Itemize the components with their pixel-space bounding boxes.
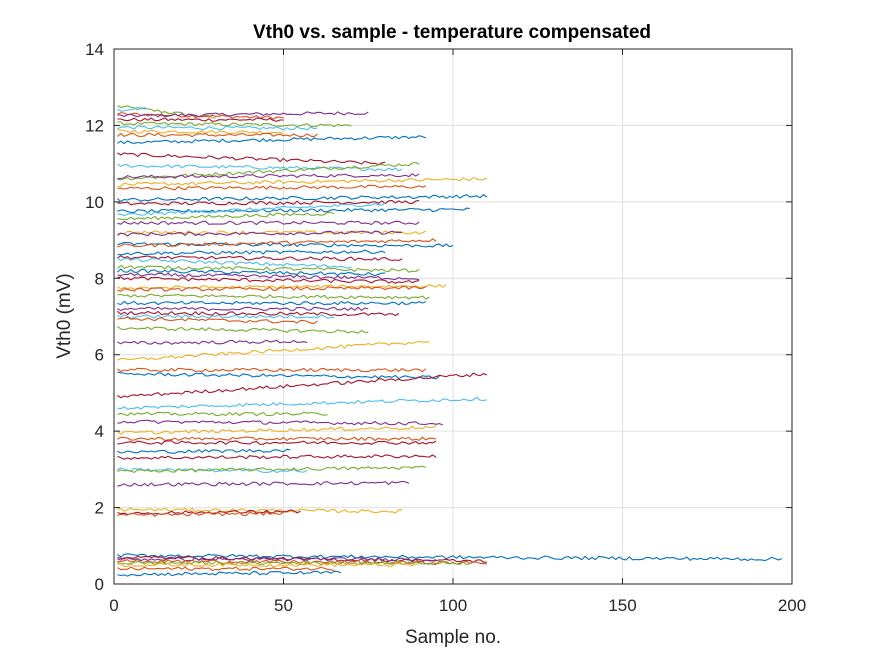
series-line	[117, 125, 318, 131]
series-group	[117, 105, 783, 577]
series-line	[117, 177, 488, 187]
series-line	[117, 396, 488, 410]
series-line	[117, 199, 420, 206]
series-line	[117, 128, 284, 135]
chart-title: Vth0 vs. sample - temperature compensate…	[253, 22, 651, 43]
series-line	[117, 372, 488, 399]
series-line	[117, 371, 440, 380]
series-line	[117, 211, 335, 221]
series-line	[117, 511, 284, 517]
series-line	[117, 117, 284, 122]
series-line	[117, 276, 420, 284]
series-line	[117, 553, 783, 562]
series-line	[117, 249, 386, 256]
series-line	[117, 316, 318, 325]
series-line	[117, 448, 291, 454]
series-line	[117, 207, 470, 214]
x-tick-label: 0	[109, 596, 118, 615]
x-axis-label: Sample no.	[405, 627, 501, 648]
y-tick-label: 12	[85, 116, 104, 135]
x-tick-label: 100	[439, 596, 467, 615]
series-line	[117, 173, 420, 180]
series-line	[117, 283, 447, 290]
series-line	[117, 111, 369, 118]
y-axis: 0 2 4 6 8 10 12 14	[85, 40, 792, 594]
series-line	[117, 121, 352, 128]
series-line	[117, 230, 403, 237]
series-line	[117, 566, 335, 571]
series-line	[117, 285, 427, 292]
series-line	[117, 238, 437, 248]
series-line	[117, 255, 403, 262]
y-axis-label: Vth0 (mV)	[54, 273, 75, 359]
series-line	[117, 411, 328, 417]
y-tick-label: 4	[95, 422, 104, 441]
series-line	[117, 562, 420, 568]
series-line	[117, 465, 427, 473]
series-line	[117, 135, 427, 145]
series-line	[117, 419, 444, 426]
series-line	[117, 264, 420, 273]
series-line	[117, 306, 369, 312]
series-line	[117, 268, 386, 277]
series-line	[117, 325, 369, 334]
series-line	[117, 340, 430, 361]
x-tick-label: 200	[778, 596, 806, 615]
x-tick-label: 50	[274, 596, 293, 615]
series-line	[117, 220, 420, 226]
series-line	[117, 480, 410, 487]
series-line	[117, 556, 437, 562]
series-line	[117, 272, 420, 281]
series-line	[117, 106, 149, 112]
series-line	[117, 184, 427, 191]
y-tick-label: 0	[95, 575, 104, 594]
y-tick-label: 14	[85, 40, 104, 59]
y-tick-label: 6	[95, 346, 104, 365]
series-line	[117, 152, 386, 166]
series-line	[117, 339, 308, 345]
series-line	[117, 161, 420, 181]
series-line	[117, 454, 437, 460]
series-line	[117, 560, 471, 566]
x-axis: 0 50 100 150 200	[109, 49, 806, 615]
x-tick-label: 150	[608, 596, 636, 615]
series-line	[117, 310, 400, 317]
series-line	[117, 509, 301, 516]
series-line	[117, 300, 427, 306]
series-line	[117, 257, 352, 269]
series-line	[117, 202, 386, 217]
series-line	[117, 163, 403, 172]
series-line	[117, 132, 318, 138]
series-line	[117, 194, 488, 203]
series-line	[117, 367, 427, 373]
y-tick-label: 8	[95, 269, 104, 288]
series-line	[117, 436, 437, 442]
y-tick-label: 2	[95, 499, 104, 518]
series-line	[117, 570, 342, 577]
series-line	[117, 425, 437, 435]
y-tick-label: 10	[85, 193, 104, 212]
series-line	[117, 507, 403, 514]
series-line	[117, 440, 437, 445]
series-line	[117, 314, 335, 319]
series-line	[117, 293, 430, 300]
